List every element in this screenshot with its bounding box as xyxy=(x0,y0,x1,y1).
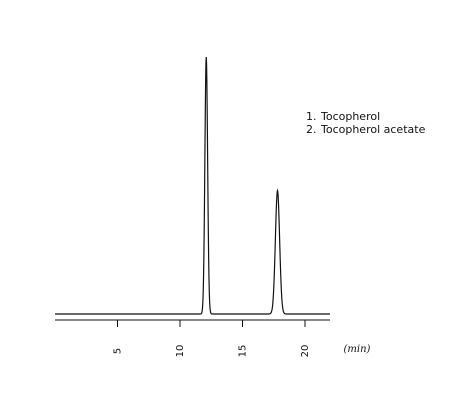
x-tick-label: 20 xyxy=(300,345,311,358)
x-tick-label: 15 xyxy=(238,345,249,358)
chromatogram-trace xyxy=(55,56,330,315)
legend-entry: Tocopherol xyxy=(320,110,380,123)
x-tick-labels: 5 10 15 20 xyxy=(113,345,312,358)
x-tick-label: 5 xyxy=(113,348,124,354)
x-ticks xyxy=(117,320,306,327)
legend-number: 1. xyxy=(306,110,317,123)
x-axis-unit: (min) xyxy=(344,344,371,355)
x-tick-label: 10 xyxy=(175,345,186,358)
legend-entry: Tocopherol acetate xyxy=(320,123,426,136)
legend-number: 2. xyxy=(306,123,317,136)
